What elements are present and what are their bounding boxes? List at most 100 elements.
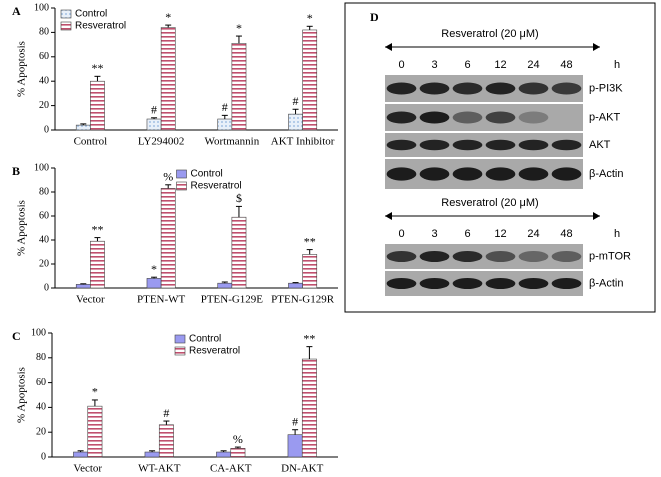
blot-band xyxy=(518,111,549,124)
error-bar xyxy=(306,25,313,30)
blot-band xyxy=(518,167,549,181)
blot-band xyxy=(551,278,582,289)
error-bar xyxy=(151,276,158,279)
blot-band xyxy=(386,111,417,124)
time-label: 3 xyxy=(431,59,437,71)
bar xyxy=(146,118,162,131)
annotation: $ xyxy=(236,191,242,205)
x-tick-label: Control xyxy=(74,136,108,148)
time-label: 48 xyxy=(560,59,572,71)
x-tick-label: Vector xyxy=(73,463,102,475)
y-tick-label: 80 xyxy=(39,186,49,197)
blot-band xyxy=(518,251,549,262)
legend-swatch xyxy=(60,21,72,31)
blot-strip xyxy=(385,244,583,269)
blot-band xyxy=(386,82,417,95)
bar xyxy=(158,424,174,458)
annotation: ** xyxy=(304,234,316,248)
error-bar xyxy=(149,450,156,453)
error-bar xyxy=(234,446,241,449)
time-label: 0 xyxy=(398,228,404,240)
error-bar xyxy=(306,346,313,360)
time-label: 24 xyxy=(527,228,539,240)
blot-band xyxy=(518,278,549,289)
panel-label: A xyxy=(12,4,21,18)
annotation: * xyxy=(236,21,242,35)
blot-strip xyxy=(385,104,583,131)
blot-band xyxy=(452,278,483,289)
row-label: p-AKT xyxy=(589,111,620,123)
bar xyxy=(75,124,91,131)
y-tick-label: 80 xyxy=(39,27,49,38)
time-label: 12 xyxy=(494,59,506,71)
bar xyxy=(230,448,246,458)
error-bar xyxy=(94,75,101,82)
y-tick-label: 0 xyxy=(44,124,49,135)
error-bar xyxy=(165,184,172,189)
error-bar xyxy=(235,35,242,44)
blot-band xyxy=(419,111,450,124)
bar xyxy=(216,451,232,458)
annotation: ** xyxy=(91,61,103,75)
annotation: # xyxy=(293,94,299,108)
row-label: β-Actin xyxy=(589,277,623,289)
annotation: * xyxy=(151,262,157,276)
x-tick-label: Vector xyxy=(76,294,105,306)
time-unit: h xyxy=(614,228,620,240)
time-label: 6 xyxy=(464,59,470,71)
y-tick-label: 100 xyxy=(34,2,49,13)
annotation: * xyxy=(165,10,171,24)
legend-swatch xyxy=(60,9,72,19)
bar xyxy=(231,43,247,131)
bar xyxy=(87,405,103,458)
blot-band xyxy=(485,251,516,262)
error-bar xyxy=(80,123,87,126)
x-tick-label: AKT Inhibitor xyxy=(271,136,335,148)
row-label: p-mTOR xyxy=(589,250,631,262)
blot-band xyxy=(452,111,483,124)
blot-band xyxy=(551,251,582,262)
error-bar xyxy=(80,283,87,285)
blot-frame xyxy=(344,2,656,313)
bar xyxy=(288,113,303,131)
blot-band xyxy=(452,139,483,151)
blot-band xyxy=(419,139,450,151)
y-tick-label: 60 xyxy=(39,51,49,62)
blot-band xyxy=(419,278,450,289)
y-tick-label: 20 xyxy=(39,100,49,111)
bar xyxy=(90,240,105,289)
annotation: # xyxy=(292,414,298,428)
y-tick-label: 100 xyxy=(31,327,46,338)
legend-swatch xyxy=(174,334,186,344)
y-tick-label: 20 xyxy=(39,258,49,269)
error-bar xyxy=(292,429,299,435)
blot-band xyxy=(551,139,582,151)
bar xyxy=(302,254,318,289)
blot-band xyxy=(419,251,450,262)
panel-label: B xyxy=(12,164,20,178)
y-tick-label: 0 xyxy=(44,282,49,293)
x-tick-label: PTEN-WT xyxy=(137,294,186,306)
blot-band xyxy=(485,82,516,95)
bar xyxy=(73,451,89,458)
y-tick-label: 40 xyxy=(39,234,49,245)
time-label: 12 xyxy=(494,228,506,240)
annotation: ** xyxy=(91,222,103,236)
x-tick-label: PTEN-G129E xyxy=(201,294,264,306)
x-tick-label: WT-AKT xyxy=(138,463,181,475)
treatment-label: Resveratrol (20 μM) xyxy=(441,197,538,209)
error-bar xyxy=(220,450,227,453)
blot-band xyxy=(485,139,516,151)
x-tick-label: Wortmannin xyxy=(205,136,260,148)
y-tick-label: 20 xyxy=(36,426,46,437)
time-label: 48 xyxy=(560,228,572,240)
row-label: AKT xyxy=(589,139,611,151)
panel-label: D xyxy=(370,10,379,24)
error-bar xyxy=(221,114,228,120)
time-label: 3 xyxy=(431,228,437,240)
legend-label: Resveratrol xyxy=(75,21,126,32)
annotation: * xyxy=(307,11,313,25)
error-bar xyxy=(151,117,158,120)
blot-band xyxy=(551,167,582,181)
blot-band xyxy=(518,82,549,95)
